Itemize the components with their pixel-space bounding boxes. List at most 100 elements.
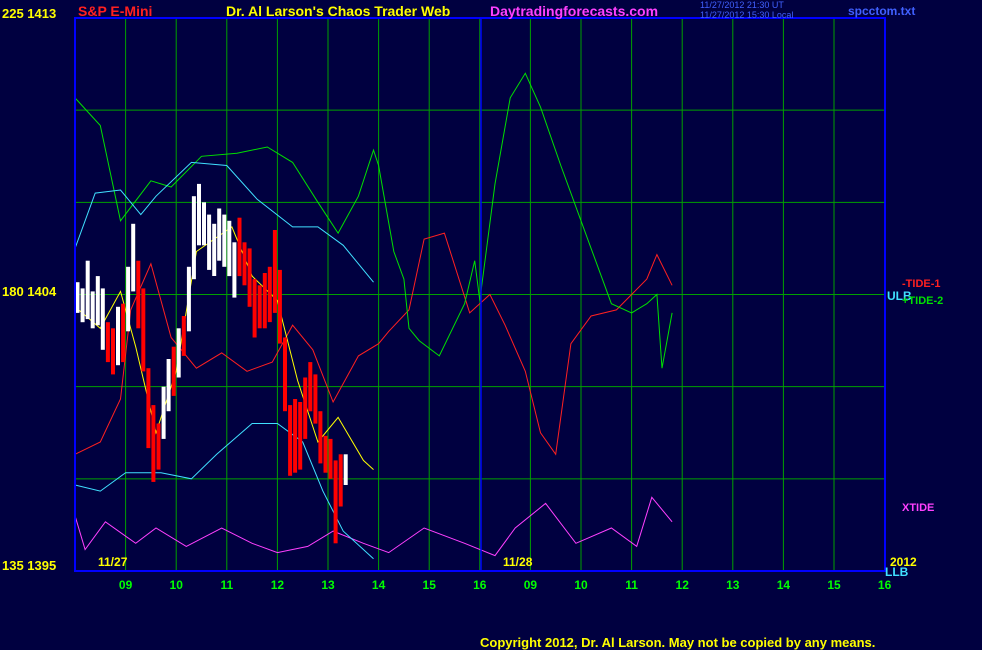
- price-bar: [100, 288, 105, 350]
- average-line: [74, 226, 374, 470]
- price-bar: [303, 377, 308, 439]
- x-tick-labels: 09 10 11 12 13 14 15 16 09 10 11 12 13 14 15 16: [119, 578, 892, 592]
- llb-label: LLB: [885, 565, 909, 579]
- x-tick-label: 15: [423, 578, 437, 592]
- price-bar: [202, 202, 206, 246]
- price-bar: [293, 399, 298, 473]
- price-bar: [272, 230, 277, 313]
- ulb-label: ULB: [887, 289, 912, 303]
- price-bar: [166, 359, 171, 412]
- price-bar: [80, 288, 85, 323]
- x-tick-label: 09: [524, 578, 538, 592]
- price-bar: [277, 269, 282, 344]
- x-tick-label: 10: [574, 578, 588, 592]
- x-tick-label: 12: [676, 578, 690, 592]
- year-label: 2012: [890, 555, 917, 569]
- price-bar: [318, 411, 323, 464]
- price-bar: [313, 374, 318, 424]
- file-name: spcctom.txt: [848, 4, 915, 18]
- y-label-bottom: 135 1395: [2, 558, 56, 573]
- instrument-title: S&P E-Mini: [78, 3, 152, 19]
- price-bar: [262, 273, 267, 329]
- x-tick-label: 09: [119, 578, 133, 592]
- price-bar: [227, 220, 232, 277]
- price-bar: [283, 337, 287, 412]
- price-bar: [267, 266, 272, 323]
- tide-1-line: [74, 232, 673, 456]
- price-bar: [308, 362, 313, 412]
- price-bar: [252, 279, 257, 338]
- price-bar: [207, 214, 212, 270]
- copyright: Copyright 2012, Dr. Al Larson. May not b…: [480, 635, 875, 650]
- price-bar: [338, 454, 343, 507]
- x-tick-label: 16: [878, 578, 892, 592]
- tide-2-line: [74, 72, 673, 369]
- price-bar: [212, 223, 217, 276]
- price-bar: [222, 214, 227, 267]
- timestamp-local: 11/27/2012 15:30 Local: [700, 10, 793, 20]
- price-bar: [247, 248, 252, 307]
- tide2-label: +TIDE-2: [902, 295, 943, 307]
- price-bar: [141, 288, 146, 372]
- author-title: Dr. Al Larson's Chaos Trader Web: [226, 3, 450, 19]
- price-bar: [328, 438, 333, 479]
- x-tick-label: 11: [625, 578, 638, 592]
- x-tick-label: 16: [473, 578, 487, 592]
- price-bar: [333, 460, 338, 544]
- x-tick-label: 14: [777, 578, 791, 592]
- ulb-line: [74, 161, 374, 283]
- price-bar: [191, 196, 196, 280]
- price-bar: [75, 282, 80, 313]
- price-bar: [237, 217, 242, 277]
- site-title: Daytradingforecasts.com: [490, 3, 658, 19]
- x-tick-label: 13: [726, 578, 740, 592]
- x-tick-label: 14: [372, 578, 386, 592]
- x-tick-label: 15: [827, 578, 841, 592]
- price-bar: [161, 386, 166, 439]
- tide1-label: -TIDE-1: [902, 278, 941, 290]
- price-bar: [288, 405, 293, 476]
- price-bar: [217, 208, 222, 261]
- x-tick-label: 12: [271, 578, 285, 592]
- price-bar: [136, 260, 141, 329]
- price-bar: [323, 435, 328, 473]
- timestamp-ut: 11/27/2012 21:30 UT: [700, 0, 784, 10]
- series-lines: [74, 72, 673, 560]
- x-tick-label: 10: [170, 578, 184, 592]
- price-bar: [121, 303, 126, 363]
- price-bar: [105, 322, 110, 363]
- price-bar: [131, 223, 136, 292]
- price-bar: [232, 242, 237, 298]
- price-bar: [126, 266, 131, 332]
- grid: [75, 18, 885, 571]
- x-tick-label: 11: [220, 578, 233, 592]
- date-label-day2: 11/28: [503, 555, 533, 569]
- plot-frame: [74, 17, 886, 572]
- llb-line: [74, 423, 374, 560]
- price-bar: [85, 260, 90, 320]
- price-bar: [151, 405, 156, 482]
- price-bar: [156, 423, 161, 470]
- y-label-top: 225 1413: [2, 6, 56, 21]
- xtide-line: [74, 496, 673, 557]
- date-label-day1: 11/27: [98, 555, 128, 569]
- price-bar: [343, 454, 348, 485]
- price-bar: [116, 306, 120, 366]
- price-bar: [197, 183, 201, 246]
- price-bar: [242, 242, 247, 286]
- x-tick-label: 13: [321, 578, 335, 592]
- price-bar: [186, 266, 191, 332]
- price-bar: [95, 276, 100, 326]
- y-label-mid: 180 1404: [2, 284, 57, 299]
- price-bar: [298, 402, 303, 470]
- price-bar: [171, 346, 176, 396]
- price-bar: [176, 328, 181, 378]
- price-bar: [146, 368, 151, 449]
- price-bar: [181, 316, 186, 356]
- xtide-label: XTIDE: [902, 502, 934, 514]
- price-bar: [90, 291, 95, 329]
- price-bars: [75, 183, 348, 544]
- price-bar: [257, 285, 262, 329]
- price-bar: [111, 328, 115, 375]
